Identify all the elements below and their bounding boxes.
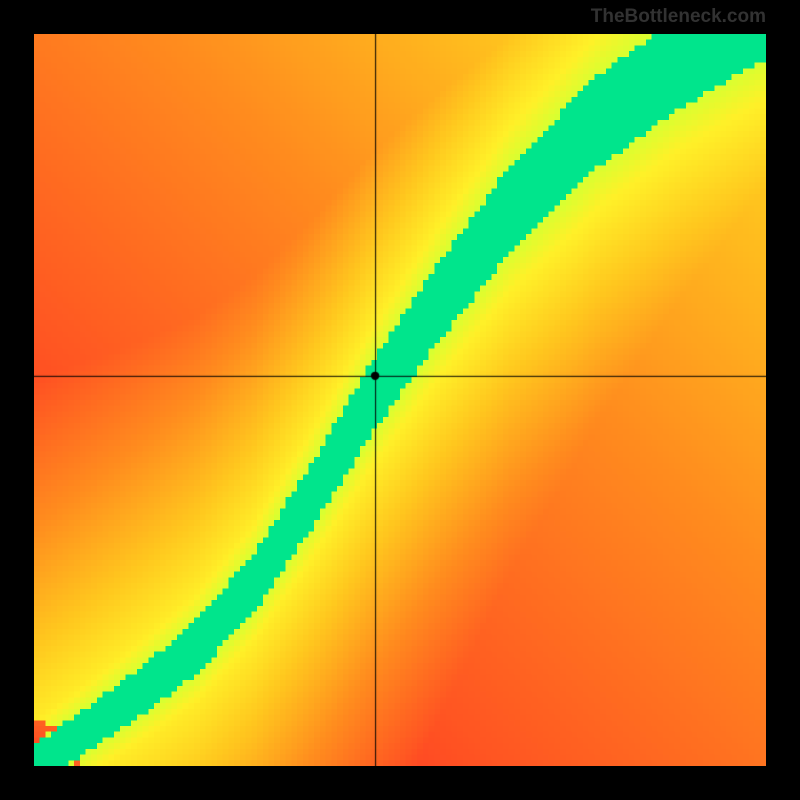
chart-container: TheBottleneck.com: [0, 0, 800, 800]
attribution-text: TheBottleneck.com: [591, 6, 766, 28]
plot-area: [34, 34, 766, 766]
bottleneck-heatmap: [34, 34, 766, 766]
